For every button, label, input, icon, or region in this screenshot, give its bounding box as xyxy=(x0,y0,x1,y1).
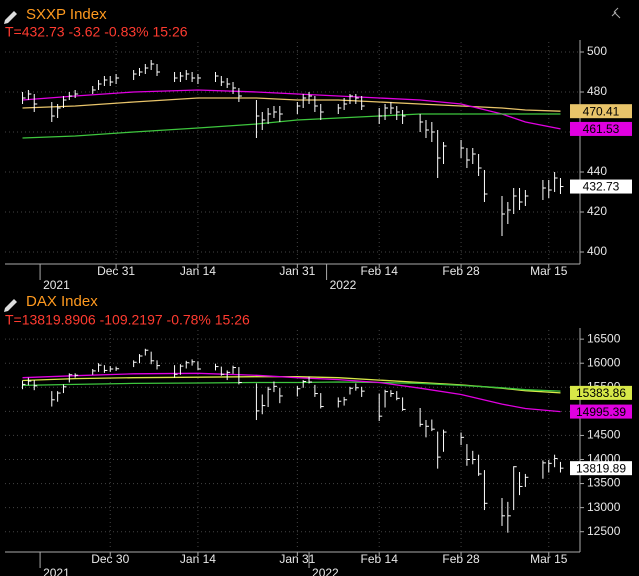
y-tick-label: 13000 xyxy=(587,500,621,514)
x-tick-label: Mar 15 xyxy=(530,264,568,278)
x-tick-label: 2021 xyxy=(43,566,70,576)
y-tick-label: 12500 xyxy=(587,524,621,538)
last-value-label: 15383.86 xyxy=(576,386,626,400)
expand-icon[interactable] xyxy=(611,7,621,19)
moving-average xyxy=(22,113,561,139)
x-tick-label: Jan 31 xyxy=(279,552,315,566)
moving-average xyxy=(22,372,561,413)
y-tick-label: 440 xyxy=(587,164,607,178)
x-tick-label: Mar 15 xyxy=(530,552,568,566)
edit-icon[interactable] xyxy=(4,11,17,24)
last-value-box xyxy=(570,104,632,119)
y-tick-label: 14500 xyxy=(587,428,621,442)
chart-title: DAX Index xyxy=(26,293,98,310)
x-tick-label: 2021 xyxy=(43,278,70,292)
moving-average xyxy=(22,97,561,112)
x-tick-label: Dec 30 xyxy=(91,552,129,566)
y-tick-label: 16500 xyxy=(587,331,621,345)
x-tick-label: Feb 28 xyxy=(442,264,480,278)
last-value-label: 13819.89 xyxy=(576,461,626,475)
last-value-box xyxy=(570,121,632,136)
chart-title: SXXP Index xyxy=(26,6,107,23)
last-value-box xyxy=(570,179,632,194)
y-tick-label: 16000 xyxy=(587,355,621,369)
last-value-label: 432.73 xyxy=(583,180,620,194)
moving-average xyxy=(22,381,561,392)
last-value-label: 470.41 xyxy=(583,104,620,118)
last-value-box xyxy=(570,461,632,476)
x-tick-label: Feb 14 xyxy=(361,552,399,566)
panel: DAX Index T=13819.8906 -109.2197 -0.78% … xyxy=(4,293,632,576)
chart-subtitle: T=13819.8906 -109.2197 -0.78% 15:26 xyxy=(5,312,250,328)
y-tick-label: 500 xyxy=(587,44,607,58)
moving-average xyxy=(22,376,561,394)
y-tick-label: 400 xyxy=(587,244,607,258)
moving-average xyxy=(22,89,561,130)
y-tick-label: 420 xyxy=(587,204,607,218)
last-value-label: 461.53 xyxy=(583,122,620,136)
chart-subtitle: T=432.73 -3.62 -0.83% 15:26 xyxy=(5,24,188,40)
x-tick-label: Jan 14 xyxy=(180,264,216,278)
x-tick-label: Dec 31 xyxy=(97,264,135,278)
x-tick-label: Jan 31 xyxy=(279,264,315,278)
x-tick-label: 2022 xyxy=(330,278,357,292)
last-value-label: 14995.39 xyxy=(576,405,626,419)
x-tick-label: 2022 xyxy=(312,566,339,576)
x-tick-label: Feb 14 xyxy=(361,264,399,278)
y-tick-label: 480 xyxy=(587,84,607,98)
x-tick-label: Jan 14 xyxy=(180,552,216,566)
last-value-box xyxy=(570,385,632,400)
last-value-box xyxy=(570,404,632,419)
edit-icon[interactable] xyxy=(4,299,17,312)
x-tick-label: Feb 28 xyxy=(442,552,480,566)
panel: SXXP Index T=432.73 -3.62 -0.83% 15:26 4… xyxy=(4,6,632,292)
y-tick-label: 13500 xyxy=(587,476,621,490)
